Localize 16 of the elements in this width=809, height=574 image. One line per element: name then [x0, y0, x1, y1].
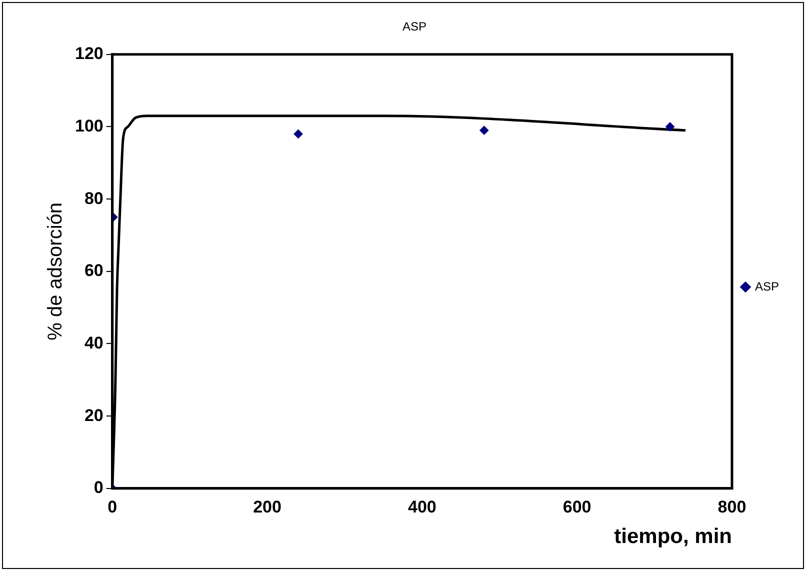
x-axis-title: tiempo, min [614, 525, 732, 548]
x-tick-label: 400 [408, 497, 436, 516]
y-tick-label: 80 [84, 188, 104, 208]
x-tick-label: 200 [253, 497, 282, 516]
y-tick-label: 40 [84, 333, 104, 352]
y-tick-label: 0 [94, 478, 104, 498]
y-axis-title: % de adsorción [44, 202, 67, 340]
x-tick-label: 600 [562, 497, 592, 516]
y-tick-label: 100 [74, 116, 104, 136]
y-tick-label: 120 [74, 44, 104, 64]
y-tick-label: 20 [84, 406, 104, 425]
chart-title: ASP [402, 20, 427, 34]
x-tick-label: 0 [108, 497, 118, 516]
legend-label: ASP [754, 279, 780, 294]
x-tick-label: 800 [718, 497, 746, 516]
y-tick-label: 60 [84, 261, 104, 280]
